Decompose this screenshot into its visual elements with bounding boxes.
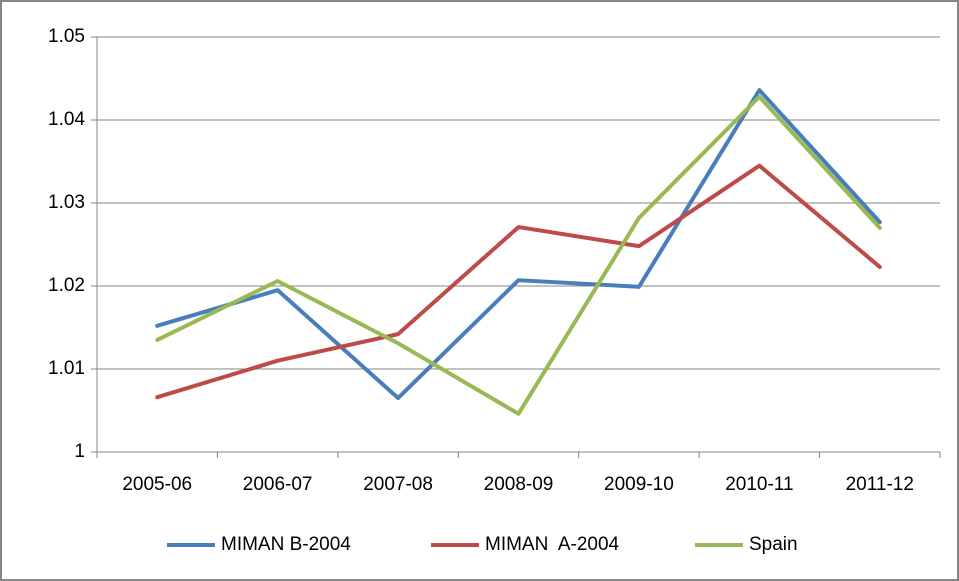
x-tick-label: 2008-09 <box>484 474 554 495</box>
series-line <box>155 94 882 416</box>
x-tick-label: 2007-08 <box>363 474 433 495</box>
series-line <box>155 163 882 400</box>
x-tick-label: 2009-10 <box>604 474 674 495</box>
series-line <box>155 88 882 401</box>
legend-label: MIMAN A-2004 <box>485 534 620 555</box>
x-tick-label: 2006-07 <box>243 474 313 495</box>
legend-label: MIMAN B-2004 <box>221 534 351 555</box>
legend-label: Spain <box>749 534 798 555</box>
y-tick-label: 1.05 <box>48 26 85 47</box>
y-tick-label: 1.04 <box>48 109 85 130</box>
y-tick-label: 1.03 <box>48 192 85 213</box>
x-tick-label: 2011-12 <box>846 474 914 495</box>
x-tick-label: 2010-11 <box>725 474 793 495</box>
y-tick-label: 1 <box>74 441 85 462</box>
x-tick-label: 2005-06 <box>122 474 192 495</box>
y-tick-label: 1.01 <box>48 358 85 379</box>
y-tick-label: 1.02 <box>48 275 85 296</box>
